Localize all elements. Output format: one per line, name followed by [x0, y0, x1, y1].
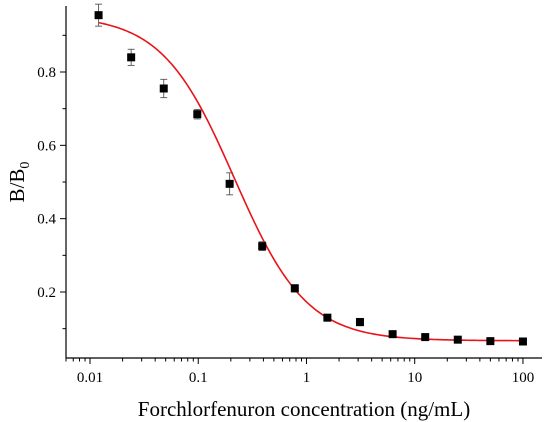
data-point	[323, 313, 332, 322]
data-point	[193, 108, 202, 120]
data-point	[518, 337, 527, 346]
data-point	[486, 337, 495, 346]
square-marker	[258, 242, 267, 251]
x-tick-label: 0.01	[77, 370, 103, 386]
square-marker	[127, 53, 136, 62]
data-point	[290, 284, 299, 293]
x-tick-label: 0.1	[189, 370, 208, 386]
square-marker	[290, 284, 299, 293]
data-point	[94, 3, 103, 27]
x-tick-label: 100	[512, 370, 535, 386]
x-tick-label: 10	[407, 370, 422, 386]
data-point	[159, 78, 168, 99]
square-marker	[518, 337, 527, 346]
y-axis-title: B/B0	[5, 162, 33, 203]
y-ticks: 0.2 0.4 0.6 0.8	[37, 34, 66, 330]
x-ticks: 0.01 0.1 1 10 100	[65, 358, 535, 386]
data-point	[258, 241, 267, 252]
square-marker	[323, 313, 332, 322]
square-marker	[94, 11, 103, 20]
y-tick-label: 0.6	[37, 138, 56, 154]
y-tick-label: 0.2	[37, 285, 56, 301]
data-point	[453, 335, 462, 344]
square-marker	[453, 335, 462, 344]
data-point	[225, 172, 234, 196]
axes	[65, 6, 542, 359]
x-tick-label: 1	[303, 370, 311, 386]
square-marker	[486, 337, 495, 346]
square-marker	[225, 179, 234, 188]
square-marker	[355, 318, 364, 327]
fit-curve	[98, 21, 523, 342]
data-point	[127, 48, 136, 66]
data-point	[355, 317, 364, 327]
square-marker	[193, 110, 202, 119]
data-point	[421, 333, 430, 342]
y-tick-label: 0.8	[37, 65, 56, 81]
fit-curve-layer	[98, 21, 523, 342]
data-point	[388, 330, 397, 339]
y-axis-title-subscript: 0	[18, 162, 33, 169]
square-marker	[421, 333, 430, 342]
x-axis-title: Forchlorfenuron concentration (ng/mL)	[138, 397, 470, 421]
y-axis-title-main: B/B	[5, 169, 29, 203]
data-points	[94, 3, 527, 346]
square-marker	[159, 84, 168, 93]
y-tick-label: 0.4	[37, 212, 56, 228]
square-marker	[388, 330, 397, 339]
